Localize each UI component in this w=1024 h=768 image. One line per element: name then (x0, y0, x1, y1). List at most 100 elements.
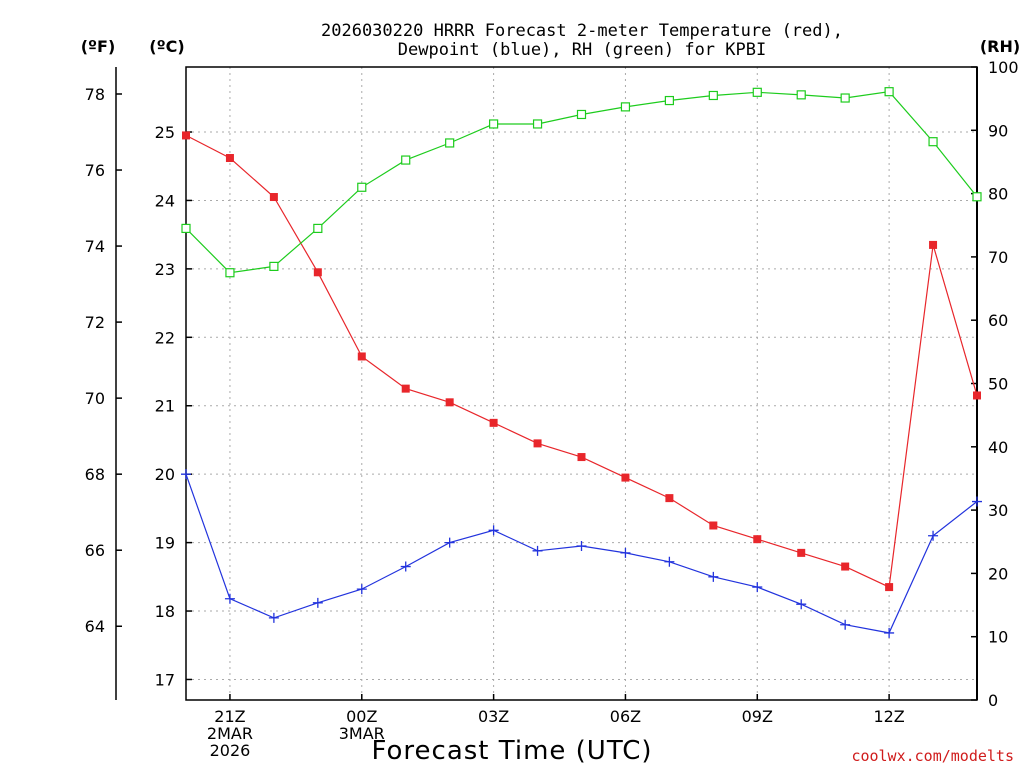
watermark-text: coolwx.com/modelts (851, 747, 1014, 765)
temperature-line (185, 134, 978, 588)
dewpoint-point (664, 556, 675, 567)
rh-point (576, 109, 587, 120)
temperature-point (709, 521, 718, 530)
temperature-point (885, 583, 894, 592)
temperature-point (621, 473, 630, 482)
dewpoint-point (356, 584, 367, 595)
x-tick-label: 2026 (210, 741, 251, 760)
x-tick-label: 09Z (742, 707, 773, 726)
rh-tick-label: 50 (988, 375, 1008, 394)
dewpoint-point (972, 496, 982, 507)
temperature-point (357, 352, 366, 361)
rh-point (445, 138, 455, 148)
dewpoint-line (185, 474, 978, 634)
rh-unit-label: (RH) (980, 37, 1020, 56)
fahrenheit-tick-label: 76 (85, 161, 105, 180)
rh-point (225, 268, 235, 278)
temperature-point (313, 268, 322, 277)
dewpoint-point (224, 593, 235, 604)
rh-tick-label: 100 (988, 58, 1019, 77)
dewpoint-point (444, 537, 455, 548)
dewpoint-point (532, 545, 543, 556)
celsius-tick-label: 17 (155, 670, 175, 689)
celsius-tick-label: 23 (155, 260, 175, 279)
temperature-point (533, 439, 542, 448)
celsius-tick-label: 21 (155, 397, 175, 416)
rh-point (532, 119, 543, 129)
fahrenheit-tick-label: 72 (85, 313, 105, 332)
fahrenheit-axis: 64 66 68 70 72 74 76 78 (85, 85, 122, 636)
x-tick-label: 2MAR (207, 724, 253, 743)
temperature-point (841, 562, 850, 571)
chart-title: 2026030220 HRRR Forecast 2-meter Tempera… (321, 21, 843, 60)
celsius-tick-label: 19 (155, 534, 175, 553)
fahrenheit-tick-label: 68 (85, 465, 105, 484)
fahrenheit-tick-label: 66 (85, 541, 105, 560)
rh-tick-label: 60 (988, 311, 1008, 330)
celsius-unit-label: (ºC) (149, 37, 184, 56)
rh-tick-label: 90 (988, 121, 1008, 140)
x-tick-label: 03Z (478, 707, 509, 726)
temperature-point (445, 398, 454, 407)
dewpoint-point (488, 525, 499, 536)
chart-title-line-1: 2026030220 HRRR Forecast 2-meter Tempera… (321, 21, 843, 41)
celsius-tick-label: 25 (155, 123, 175, 142)
rh-point (357, 182, 367, 192)
rh-point (928, 137, 938, 147)
rh-point (664, 95, 674, 106)
fahrenheit-tick-label: 64 (85, 617, 105, 636)
rh-point (972, 192, 982, 202)
x-tick-label: 12Z (873, 707, 904, 726)
temperature-point (753, 535, 762, 544)
dewpoint-point (928, 530, 939, 541)
chart-title-line-2: Dewpoint (blue), RH (green) for KPBI (398, 40, 766, 60)
fahrenheit-tick-label: 78 (85, 85, 105, 104)
rh-tick-label: 30 (988, 501, 1008, 520)
rh-axis: 0 10 20 30 40 50 60 70 80 90 100 (971, 58, 1019, 710)
plot-frame (185, 66, 978, 701)
dewpoint-point (312, 597, 323, 608)
rh-tick-label: 20 (988, 564, 1008, 583)
fahrenheit-tick-label: 70 (85, 389, 105, 408)
temperature-point (797, 548, 806, 557)
rh-point (840, 93, 850, 103)
rh-point (884, 87, 894, 97)
rh-point (181, 223, 191, 234)
celsius-tick-label: 22 (155, 328, 175, 347)
celsius-tick-label: 18 (155, 602, 175, 621)
rh-point (313, 223, 323, 234)
temperature-point (225, 154, 234, 163)
rh-point (620, 102, 631, 112)
x-tick-label: 00Z (346, 707, 377, 726)
dewpoint-point (268, 612, 279, 623)
rh-point (796, 90, 806, 100)
dewpoint-point (708, 571, 719, 582)
rh-point (401, 155, 411, 165)
temperature-point (929, 240, 938, 249)
rh-tick-label: 70 (988, 248, 1008, 267)
temperature-point (401, 384, 410, 393)
dewpoint-point (840, 619, 851, 630)
dewpoint-point (181, 469, 191, 480)
x-tick-label: 21Z (214, 707, 245, 726)
temperature-point (973, 391, 981, 400)
x-axis-label: Forecast Time (UTC) (371, 736, 652, 766)
rh-tick-label: 40 (988, 438, 1008, 457)
series-layer (181, 87, 982, 638)
rh-point (269, 261, 279, 271)
dewpoint-point (884, 627, 895, 638)
fahrenheit-unit-label: (ºF) (81, 37, 116, 56)
celsius-axis: 17 18 19 20 21 22 23 24 25 (155, 123, 192, 689)
celsius-tick-label: 24 (155, 191, 175, 210)
rh-point (708, 90, 718, 101)
temperature-point (182, 131, 190, 140)
dewpoint-point (620, 547, 631, 558)
rh-point (489, 119, 499, 129)
x-tick-label: 3MAR (339, 724, 385, 743)
temperature-point (577, 453, 586, 462)
temperature-point (269, 193, 278, 202)
rh-tick-label: 80 (988, 185, 1008, 204)
dewpoint-point (796, 599, 807, 610)
dewpoint-point (752, 582, 763, 593)
